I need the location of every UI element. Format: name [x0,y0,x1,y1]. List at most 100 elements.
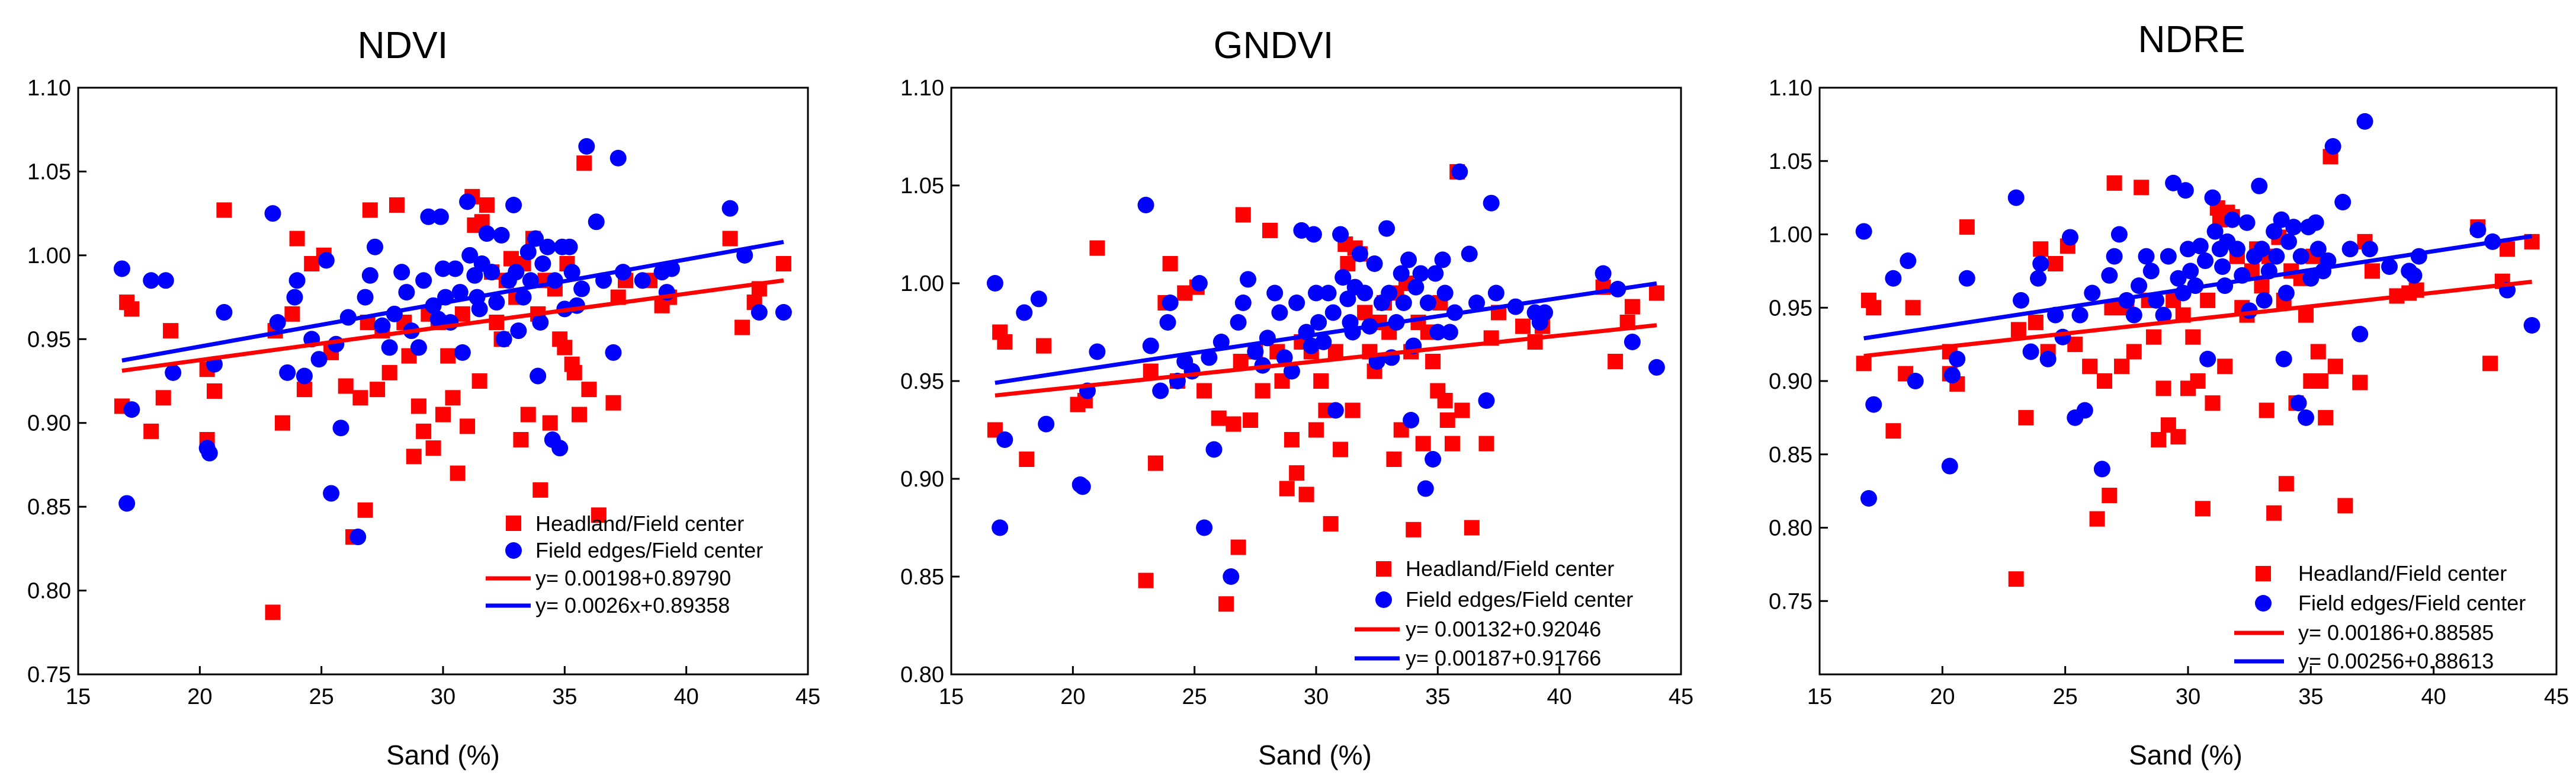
data-point-field-edges [1276,349,1293,366]
data-point-field-edges [454,344,471,361]
data-point-field-edges [447,260,464,277]
y-tick-label: 0.85 [27,495,71,520]
data-point-field-edges [2285,219,2302,236]
data-point-field-edges [1038,415,1055,433]
data-point-field-edges [2199,350,2216,367]
data-point-field-edges [1332,226,1349,243]
data-point-field-edges [530,367,547,385]
data-point-headland [2097,373,2113,389]
data-point-field-edges [264,205,281,222]
y-tick-label: 1.10 [27,76,71,101]
data-point-headland [2185,329,2201,345]
data-point-field-edges [2160,248,2177,265]
data-point-field-edges [1212,334,1230,350]
data-point-field-edges [2334,194,2352,211]
data-point-field-edges [2224,211,2241,228]
data-point-field-edges [488,294,505,311]
data-point-headland [571,407,587,423]
y-tick-label: 0.90 [900,467,944,492]
data-point-field-edges [1468,295,1486,311]
data-point-field-edges [1943,367,1961,384]
data-point-headland [1313,373,1329,389]
data-point-headland [1648,285,1664,301]
data-point-field-edges [2290,395,2307,412]
data-point-headland [1464,520,1480,536]
fit-line-field-edges [995,281,1657,385]
x-tick-label: 40 [674,684,699,709]
data-point-field-edges [1162,295,1179,311]
data-point-field-edges [2197,252,2214,270]
data-point-headland [566,364,582,380]
x-tick-label: 20 [1060,684,1085,709]
data-point-headland [2106,175,2122,191]
data-point-headland [734,319,750,335]
data-point-field-edges [143,272,160,289]
data-point-headland [2028,315,2044,330]
panel-title: NDRE [2138,18,2245,60]
data-point-headland [1230,539,1246,555]
data-point-field-edges [721,200,739,217]
panel-gndvi: GNDVI 0.80 0.85 0.90 0.95 1.00 1.05 1.10 15 20 2… [900,24,1693,770]
data-point-field-edges [2192,238,2209,255]
data-point-field-edges [1407,279,1425,296]
data-point-field-edges [1334,269,1352,286]
data-point-headland [284,306,300,322]
data-point-field-edges [1436,284,1454,302]
data-point-headland [440,348,456,364]
data-point-headland [1323,516,1339,532]
y-ticks: 0.75 0.80 0.85 0.90 0.95 1.00 1.05 1.10 [27,76,86,687]
y-tick-label: 0.75 [27,663,71,687]
data-point-headland [124,301,140,317]
data-point-field-edges [2206,223,2224,240]
legend-marker-headland [2256,566,2271,581]
data-point-field-edges [1223,568,1240,585]
data-point-field-edges [992,519,1009,536]
data-point-headland [2205,395,2221,411]
data-point-field-edges [349,529,367,546]
data-point-field-edges [1247,343,1264,360]
legend: Headland/Field center Field edges/Field … [2234,561,2526,673]
data-point-headland [2298,307,2314,323]
data-point-headland [576,155,592,171]
data-point-headland [1624,299,1640,315]
data-point-field-edges [2292,248,2309,265]
data-point-field-edges [2039,350,2057,367]
data-point-headland [605,395,621,411]
data-point-headland [1089,240,1105,256]
x-tick-label: 25 [1182,684,1207,709]
data-point-field-edges [1266,284,1284,302]
x-tick-label: 15 [66,684,91,709]
data-point-headland [1138,572,1154,588]
data-point-field-edges [1536,304,1554,321]
data-point-field-edges [398,284,415,301]
data-point-field-edges [2256,292,2273,309]
data-point-headland [2195,501,2211,517]
data-point-headland [1235,207,1251,223]
data-point-field-edges [1320,284,1337,302]
data-point-headland [997,334,1013,350]
x-tick-label: 25 [309,684,334,709]
data-point-field-edges [2101,267,2118,284]
data-point-headland [163,323,179,339]
data-point-headland [479,197,495,213]
data-point-headland [2089,511,2105,527]
data-point-field-edges [1907,373,1924,389]
legend-label-edges: Field edges/Field center [535,538,763,562]
data-point-field-edges [2138,248,2155,265]
data-point-headland [542,415,558,431]
data-point-field-edges [296,367,313,385]
y-tick-label: 0.95 [27,327,71,352]
data-point-field-edges [1327,402,1344,419]
data-point-field-edges [1142,337,1159,354]
x-axis-label: Sand (%) [2129,740,2243,770]
x-tick-label: 35 [1425,684,1450,709]
data-point-field-edges [478,225,495,242]
data-point-field-edges [563,264,580,281]
data-point-headland [410,398,426,414]
data-point-field-edges [1324,304,1342,321]
data-point-field-edges [435,260,451,277]
data-point-field-edges [420,208,437,225]
data-point-field-edges [2277,284,2295,302]
data-point-field-edges [288,272,306,289]
data-point-field-edges [1030,290,1047,308]
